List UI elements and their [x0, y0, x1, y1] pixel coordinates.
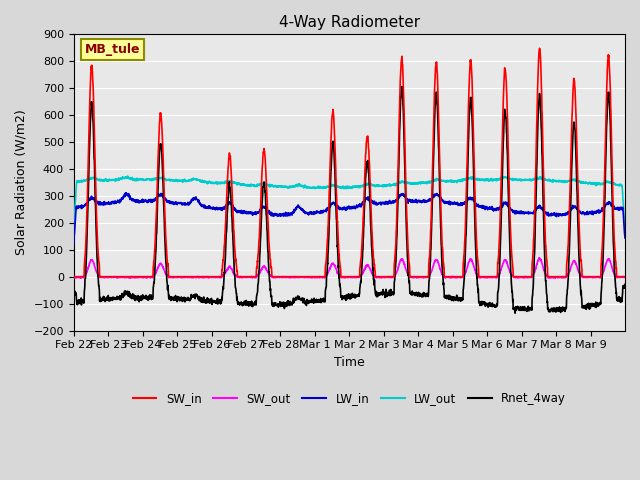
Title: 4-Way Radiometer: 4-Way Radiometer	[279, 15, 420, 30]
Y-axis label: Solar Radiation (W/m2): Solar Radiation (W/m2)	[15, 109, 28, 255]
Text: MB_tule: MB_tule	[85, 43, 140, 56]
X-axis label: Time: Time	[334, 356, 365, 369]
Legend: SW_in, SW_out, LW_in, LW_out, Rnet_4way: SW_in, SW_out, LW_in, LW_out, Rnet_4way	[128, 387, 571, 409]
